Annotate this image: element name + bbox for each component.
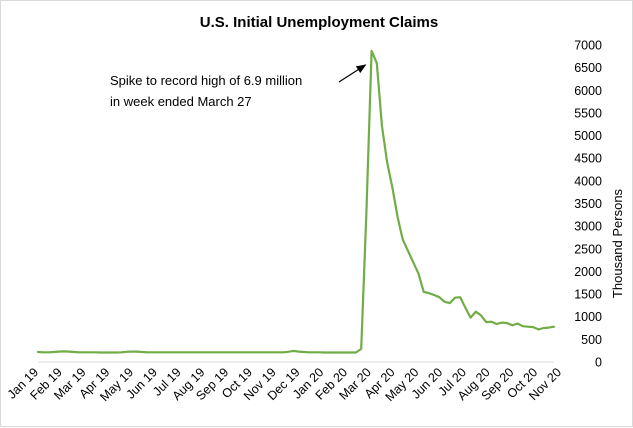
y-tick-label: 7000 — [574, 39, 602, 53]
annotation-arrow — [338, 64, 367, 83]
y-tick-label: 2500 — [574, 242, 602, 256]
y-tick-label: 0 — [595, 356, 602, 370]
y-tick-label: 4000 — [574, 174, 602, 188]
y-tick-label: 5500 — [574, 106, 602, 120]
y-tick-label: 2000 — [574, 265, 602, 279]
y-tick-label: 4500 — [574, 152, 602, 166]
series-line — [36, 49, 556, 354]
y-tick-label: 1000 — [574, 310, 602, 324]
annotation-line: Spike to record high of 6.9 million — [110, 73, 302, 88]
y-tick-label: 6500 — [574, 61, 602, 75]
y-tick-label: 3500 — [574, 197, 602, 211]
y-tick-label: 3000 — [574, 220, 602, 234]
annotation-line: in week ended March 27 — [110, 94, 252, 109]
y-tick-label: 1500 — [574, 288, 602, 302]
chart-title: U.S. Initial Unemployment Claims — [200, 14, 438, 31]
y-axis-title: Thousand Persons — [610, 188, 625, 298]
y-tick-label: 5000 — [574, 129, 602, 143]
annotation-text: Spike to record high of 6.9 million in we… — [110, 73, 302, 109]
y-tick-labels: 0 500 1000 1500 2000 2500 3000 3500 4000 4500 5000… — [574, 39, 602, 370]
y-tick-label: 500 — [581, 333, 602, 347]
y-tick-label: 6000 — [574, 84, 602, 98]
